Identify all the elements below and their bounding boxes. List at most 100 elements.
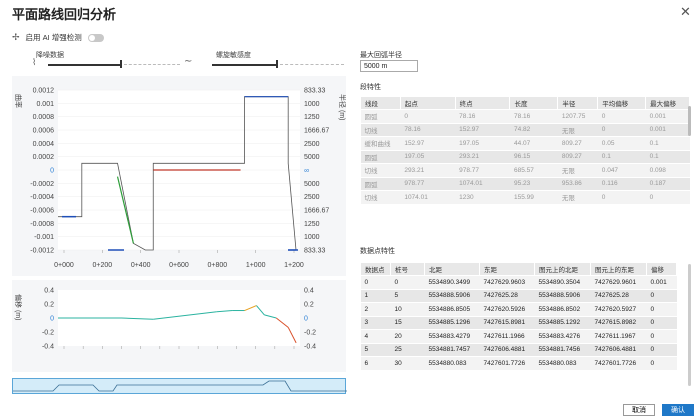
segments-table: 线段 起点 终点 长度 半径 平均偏移 最大偏移 圆弧 0 78.16 78.16 1207.75 0… <box>360 96 690 205</box>
table-cell: 1074.01 <box>455 177 510 191</box>
y-right-tick: 1666.67 <box>304 128 329 135</box>
table-row[interactable]: 2 10 5534886.8505 7427620.5926 5534886.8502 7… <box>360 302 677 317</box>
segments-header[interactable]: 终点 <box>454 96 511 110</box>
segments-header[interactable]: 起点 <box>399 96 456 110</box>
y-right-tick: 5000 <box>304 181 320 188</box>
points-header[interactable]: 数据点 <box>360 262 391 276</box>
noise-slider-handle[interactable] <box>120 60 122 68</box>
curvature-chart[interactable]: 曲率 半径 (m) 0.0012 833.33 0.001 1000 0.0008 1250 0… <box>12 76 347 276</box>
y-right-tick: 833.33 <box>304 88 326 95</box>
table-cell: 5534885.1296 <box>424 316 480 330</box>
table-cell: 1074.01 <box>400 190 456 205</box>
offset-chart[interactable]: 偏移 (m) 0.4 0.4 0.2 0.2 0 0 -0.2 -0.2 -0.4 -0.4 <box>12 280 346 372</box>
points-header[interactable]: 图元上的北距 <box>534 262 591 276</box>
table-cell: 圆弧 <box>360 177 401 191</box>
y-right-tick: 1666.67 <box>304 208 329 215</box>
table-cell: 0.116 <box>597 177 646 191</box>
ai-detect-toggle[interactable] <box>87 33 104 42</box>
table-cell: 5534888.5906 <box>534 289 591 303</box>
x-tick: 0+000 <box>54 262 74 269</box>
segments-header[interactable]: 半径 <box>557 96 599 110</box>
y-left-tick: 0.0002 <box>33 154 55 161</box>
noisy-wave-icon: ⌇ <box>32 57 37 67</box>
ok-button[interactable]: 确认 <box>662 404 694 416</box>
table-cell: 197.05 <box>455 136 510 151</box>
points-header[interactable]: 图元上的东距 <box>590 262 647 276</box>
offset-series-segment <box>244 305 257 311</box>
sensitivity-slider-handle[interactable] <box>276 60 278 68</box>
y-right-tick: 0.2 <box>304 302 314 309</box>
segments-scrollbar[interactable] <box>688 106 691 136</box>
segments-table-container[interactable]: 线段 起点 终点 长度 半径 平均偏移 最大偏移 圆弧 0 78.16 78.16 1207.75 0… <box>360 96 690 222</box>
points-table-container[interactable]: 数据点 桩号 北距 东距 图元上的北距 图元上的东距 偏移 0 0 5534890.3499 74… <box>360 262 690 388</box>
y-right-tick: -0.2 <box>304 330 316 337</box>
table-cell: 10 <box>390 302 425 317</box>
table-row[interactable]: 1 5 5534888.5906 7427625.28 5534888.5906 7427… <box>360 289 677 303</box>
table-cell: 7427629.9601 <box>590 275 647 290</box>
table-cell: 1 <box>360 289 391 303</box>
segments-header[interactable]: 线段 <box>360 96 401 110</box>
overview-navigator[interactable] <box>12 378 347 394</box>
table-cell: 0 <box>400 109 456 124</box>
points-header[interactable]: 桩号 <box>390 262 425 276</box>
table-row[interactable]: 切线 78.16 152.97 74.82 无限 0 0.001 <box>360 123 690 137</box>
offset-series-segment <box>121 317 154 320</box>
table-row[interactable]: 3 15 5534885.1296 7427615.8981 5534885.1292 7… <box>360 316 677 330</box>
segments-header[interactable]: 平均偏移 <box>597 96 647 110</box>
y-left-tick: -0.001 <box>34 234 54 241</box>
table-cell: 7427615.8982 <box>590 316 647 330</box>
table-row[interactable]: 圆弧 978.77 1074.01 95.23 953.86 0.116 0.187 <box>360 177 690 191</box>
points-header[interactable]: 东距 <box>479 262 535 276</box>
y-left-tick: -0.0004 <box>30 194 54 201</box>
table-cell: 0.047 <box>597 163 646 178</box>
y-left-axis-title: 偏移 (m) <box>14 294 23 320</box>
table-cell: 0 <box>646 356 677 371</box>
segments-header[interactable]: 长度 <box>509 96 559 110</box>
y-right-tick: 2500 <box>304 194 320 201</box>
table-row[interactable]: 圆弧 0 78.16 78.16 1207.75 0 0.001 <box>360 109 690 124</box>
points-header[interactable]: 北距 <box>424 262 480 276</box>
table-cell: 7427606.4881 <box>479 343 535 357</box>
table-cell: 7427611.1967 <box>590 329 647 344</box>
cancel-button[interactable]: 取消 <box>623 404 655 416</box>
table-cell: 0 <box>646 343 677 357</box>
noise-slider-track[interactable] <box>48 64 120 66</box>
table-cell: 5534886.8505 <box>424 302 480 317</box>
table-cell: 78.16 <box>400 123 456 137</box>
table-cell: 152.97 <box>400 136 456 151</box>
sensitivity-slider-track[interactable] <box>212 64 276 66</box>
table-cell: 无限 <box>557 190 598 205</box>
close-icon[interactable]: ✕ <box>680 4 691 19</box>
table-row[interactable]: 圆弧 197.05 293.21 96.15 809.27 0.1 0.1 <box>360 150 690 164</box>
table-row[interactable]: 0 0 5534890.3499 7427629.9603 5534890.3504 74… <box>360 275 677 290</box>
table-row[interactable]: 切线 293.21 978.77 685.57 无限 0.047 0.098 <box>360 163 690 178</box>
table-cell: 978.77 <box>455 163 510 178</box>
y-right-tick: 0.4 <box>304 288 314 295</box>
table-cell: 7427625.28 <box>479 289 535 303</box>
table-cell: 96.15 <box>509 150 558 164</box>
table-cell: 25 <box>390 343 425 357</box>
table-cell: 0.1 <box>645 150 690 164</box>
table-cell: 5534881.7456 <box>534 343 591 357</box>
table-cell: 15 <box>390 316 425 330</box>
table-row[interactable]: 缓和曲线 152.97 197.05 44.07 809.27 0.05 0.1 <box>360 136 690 151</box>
table-row[interactable]: 6 30 5534880.083 7427601.7726 5534880.083 742… <box>360 356 677 371</box>
y-left-tick: -0.0006 <box>30 208 54 215</box>
table-cell: 293.21 <box>455 150 510 164</box>
points-scrollbar[interactable] <box>688 264 691 386</box>
table-row[interactable]: 4 20 5534883.4279 7427611.1966 5534883.4276 7… <box>360 329 677 344</box>
table-cell: 5534890.3504 <box>534 275 591 290</box>
segments-header[interactable]: 最大偏移 <box>645 96 690 110</box>
table-cell: 0 <box>360 275 391 290</box>
table-cell: 0 <box>646 289 677 303</box>
table-row[interactable]: 切线 1074.01 1230 155.99 无限 0 0 <box>360 190 690 205</box>
table-row[interactable]: 5 25 5534881.7457 7427606.4881 5534881.7456 7… <box>360 343 677 357</box>
points-header[interactable]: 偏移 <box>646 262 677 276</box>
table-cell: 5534890.3499 <box>424 275 480 290</box>
y-right-axis-title: 半径 (m) <box>338 94 346 120</box>
table-cell: 3 <box>360 316 391 330</box>
x-tick: 0+200 <box>92 262 112 269</box>
max-radius-input[interactable] <box>360 60 418 72</box>
table-cell: 切线 <box>360 190 401 205</box>
y-left-tick: -0.0012 <box>30 248 54 255</box>
